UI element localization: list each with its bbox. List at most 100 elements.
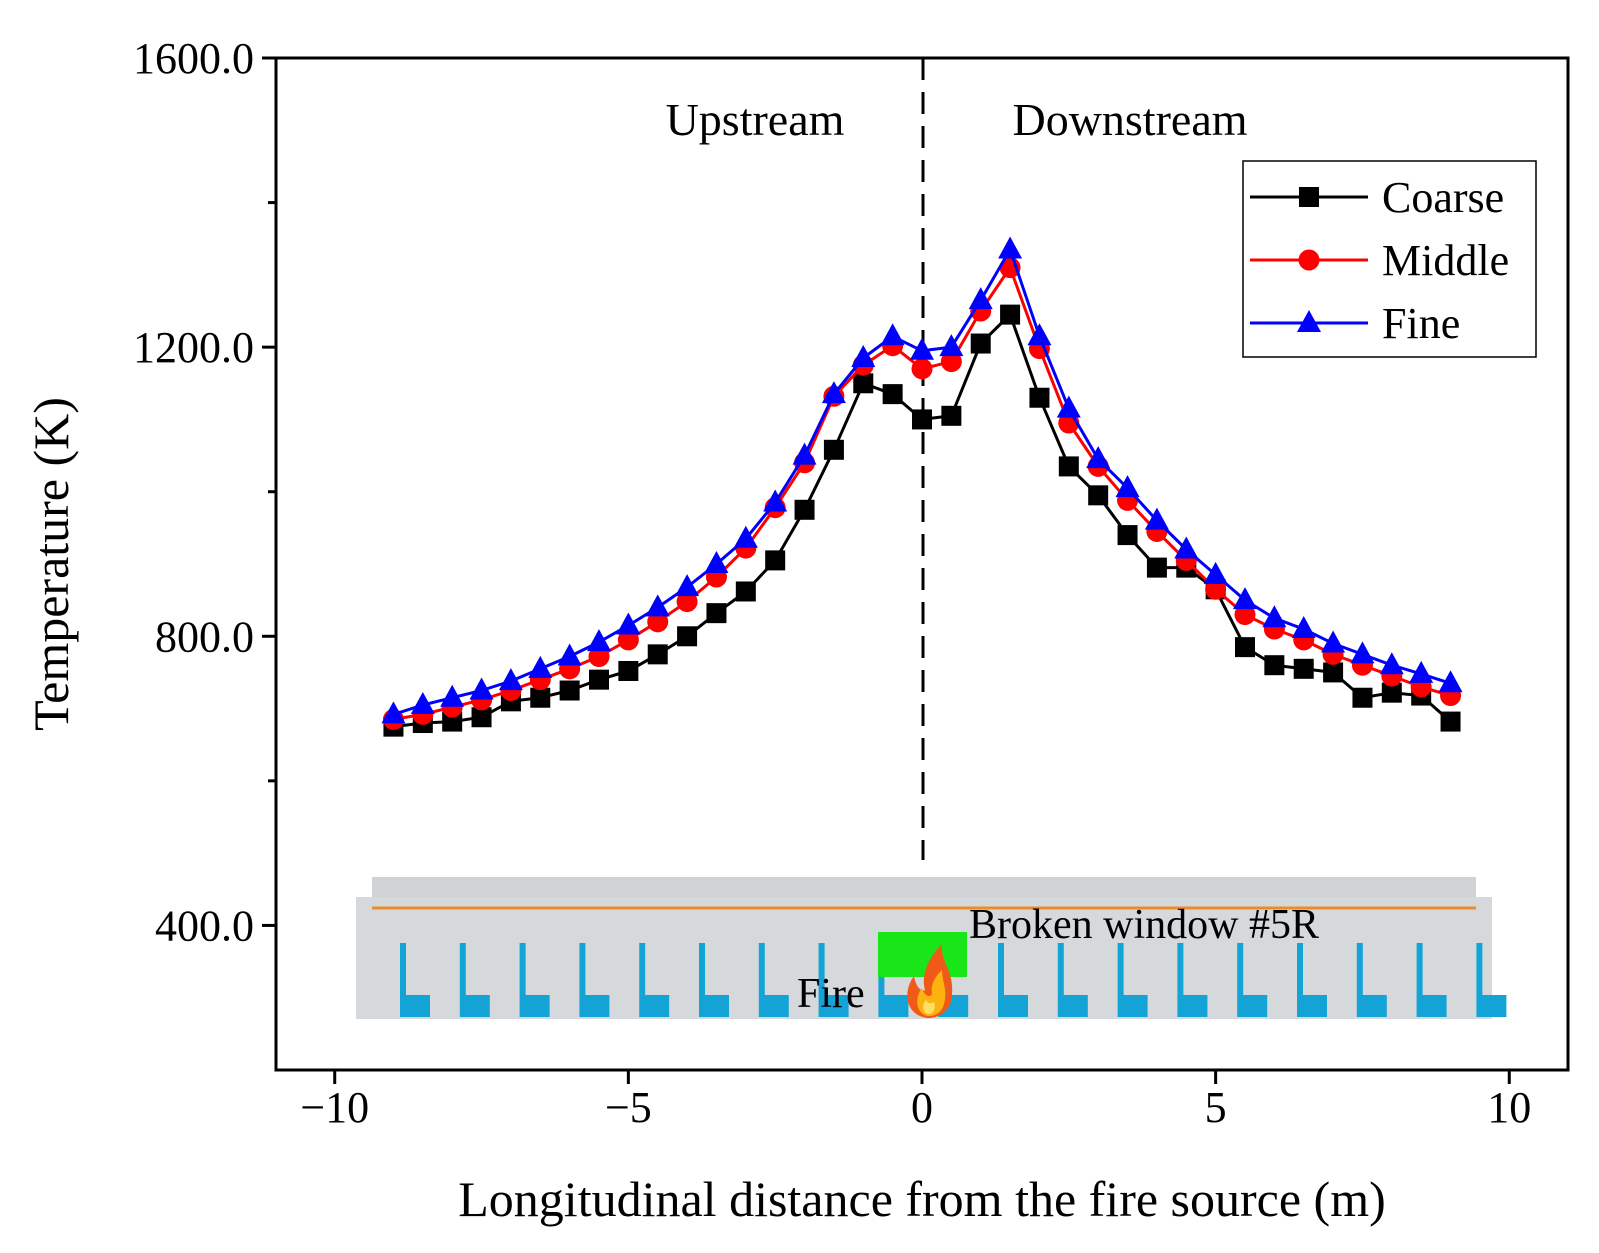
y-axis-title: Temperature (K) — [23, 397, 79, 731]
broken-window-label: Broken window #5R — [969, 902, 1319, 948]
data-point-coarse — [794, 499, 815, 520]
y-axis: 400.0 800.0 1200.0 1600.0 — [133, 34, 276, 950]
data-point-coarse — [1117, 525, 1138, 546]
data-point-fine — [704, 551, 729, 573]
broken-window-marker — [878, 932, 967, 977]
data-point-fine — [381, 701, 406, 724]
data-point-middle — [676, 591, 698, 613]
data-point-fine — [968, 287, 993, 310]
y-tick-label: 800.0 — [155, 612, 254, 661]
series-layer — [381, 236, 1463, 737]
data-point-coarse — [618, 660, 639, 681]
data-point-fine — [733, 525, 758, 548]
data-point-middle — [588, 646, 610, 668]
data-point-coarse — [735, 581, 756, 602]
data-point-fine — [939, 334, 964, 357]
data-point-coarse — [530, 687, 551, 708]
seat — [1117, 943, 1148, 1017]
data-point-coarse — [471, 707, 492, 728]
data-point-fine — [1144, 507, 1169, 530]
data-point-fine — [1321, 630, 1346, 653]
data-point-coarse — [1323, 662, 1344, 683]
seat-row — [400, 943, 1507, 1017]
data-point-coarse — [1088, 485, 1109, 506]
data-point-coarse — [1381, 682, 1402, 703]
data-point-coarse — [1264, 655, 1285, 676]
fire-label: Fire — [797, 971, 865, 1017]
data-point-coarse — [1000, 304, 1021, 325]
data-point-fine — [528, 655, 553, 678]
data-point-fine — [645, 594, 670, 617]
data-point-fine — [1291, 616, 1316, 639]
data-point-fine — [469, 677, 494, 700]
data-point-middle — [940, 351, 962, 373]
data-point-fine — [1409, 660, 1434, 683]
data-point-coarse — [882, 384, 903, 405]
legend-label-fine: Fine — [1382, 299, 1460, 348]
data-point-fine — [880, 323, 905, 346]
data-point-fine — [498, 668, 523, 691]
data-point-middle — [647, 611, 669, 633]
train-inset-diagram: Broken window #5R Fire — [356, 877, 1507, 1019]
data-point-coarse — [941, 405, 962, 426]
seat — [1476, 943, 1507, 1017]
data-point-coarse — [912, 409, 932, 430]
x-axis-title: Longitudinal distance from the fire sour… — [458, 1171, 1385, 1227]
data-point-coarse — [589, 669, 609, 690]
fire-icon — [907, 944, 953, 1018]
legend-label-middle: Middle — [1382, 236, 1509, 285]
data-point-fine — [1233, 587, 1257, 610]
legend: Coarse Middle Fine — [1242, 160, 1537, 358]
data-point-fine — [998, 236, 1023, 259]
data-point-coarse — [823, 439, 844, 460]
x-axis: −10 −5 0 5 10 — [300, 1070, 1531, 1132]
data-point-coarse — [853, 373, 874, 394]
y-tick-label: 1200.0 — [133, 323, 254, 372]
x-tick-label: −5 — [605, 1083, 652, 1132]
data-point-fine — [440, 684, 465, 707]
data-point-fine — [1115, 475, 1140, 498]
data-point-fine — [1086, 446, 1111, 469]
seat — [579, 943, 610, 1017]
x-tick-label: 10 — [1487, 1083, 1531, 1132]
data-point-coarse — [442, 711, 463, 732]
x-tick-label: −10 — [300, 1083, 369, 1132]
seat — [699, 943, 729, 1017]
data-point-middle — [1205, 578, 1227, 600]
data-point-coarse — [1146, 557, 1167, 578]
data-point-coarse — [706, 603, 727, 624]
seat — [1297, 943, 1327, 1017]
data-point-coarse — [765, 550, 786, 571]
seat — [1416, 943, 1447, 1017]
data-point-fine — [616, 612, 641, 635]
data-point-fine — [1027, 323, 1052, 346]
data-point-fine — [675, 574, 700, 597]
data-point-middle — [1234, 604, 1256, 626]
seat — [459, 943, 490, 1017]
data-point-coarse — [1440, 711, 1461, 732]
seat — [1057, 943, 1088, 1017]
seat — [818, 943, 849, 1017]
x-tick-label: 0 — [911, 1083, 933, 1132]
data-point-middle — [617, 629, 639, 651]
data-point-fine — [1203, 561, 1228, 584]
seat — [1177, 943, 1208, 1017]
data-point-coarse — [559, 680, 580, 701]
data-point-middle — [911, 358, 933, 380]
data-point-coarse — [1235, 637, 1255, 658]
data-point-fine — [792, 442, 817, 465]
data-point-coarse — [677, 626, 698, 647]
data-point-fine — [1056, 395, 1081, 418]
data-point-coarse — [970, 333, 991, 354]
y-tick-label: 400.0 — [155, 901, 254, 950]
seat — [400, 943, 430, 1017]
seat — [998, 943, 1028, 1017]
seat — [758, 943, 789, 1017]
legend-label-coarse: Coarse — [1382, 173, 1504, 222]
data-point-coarse — [1058, 456, 1079, 477]
data-point-fine — [1174, 536, 1199, 559]
seat — [519, 943, 550, 1017]
downstream-label: Downstream — [1012, 94, 1247, 145]
data-point-fine — [851, 344, 876, 367]
